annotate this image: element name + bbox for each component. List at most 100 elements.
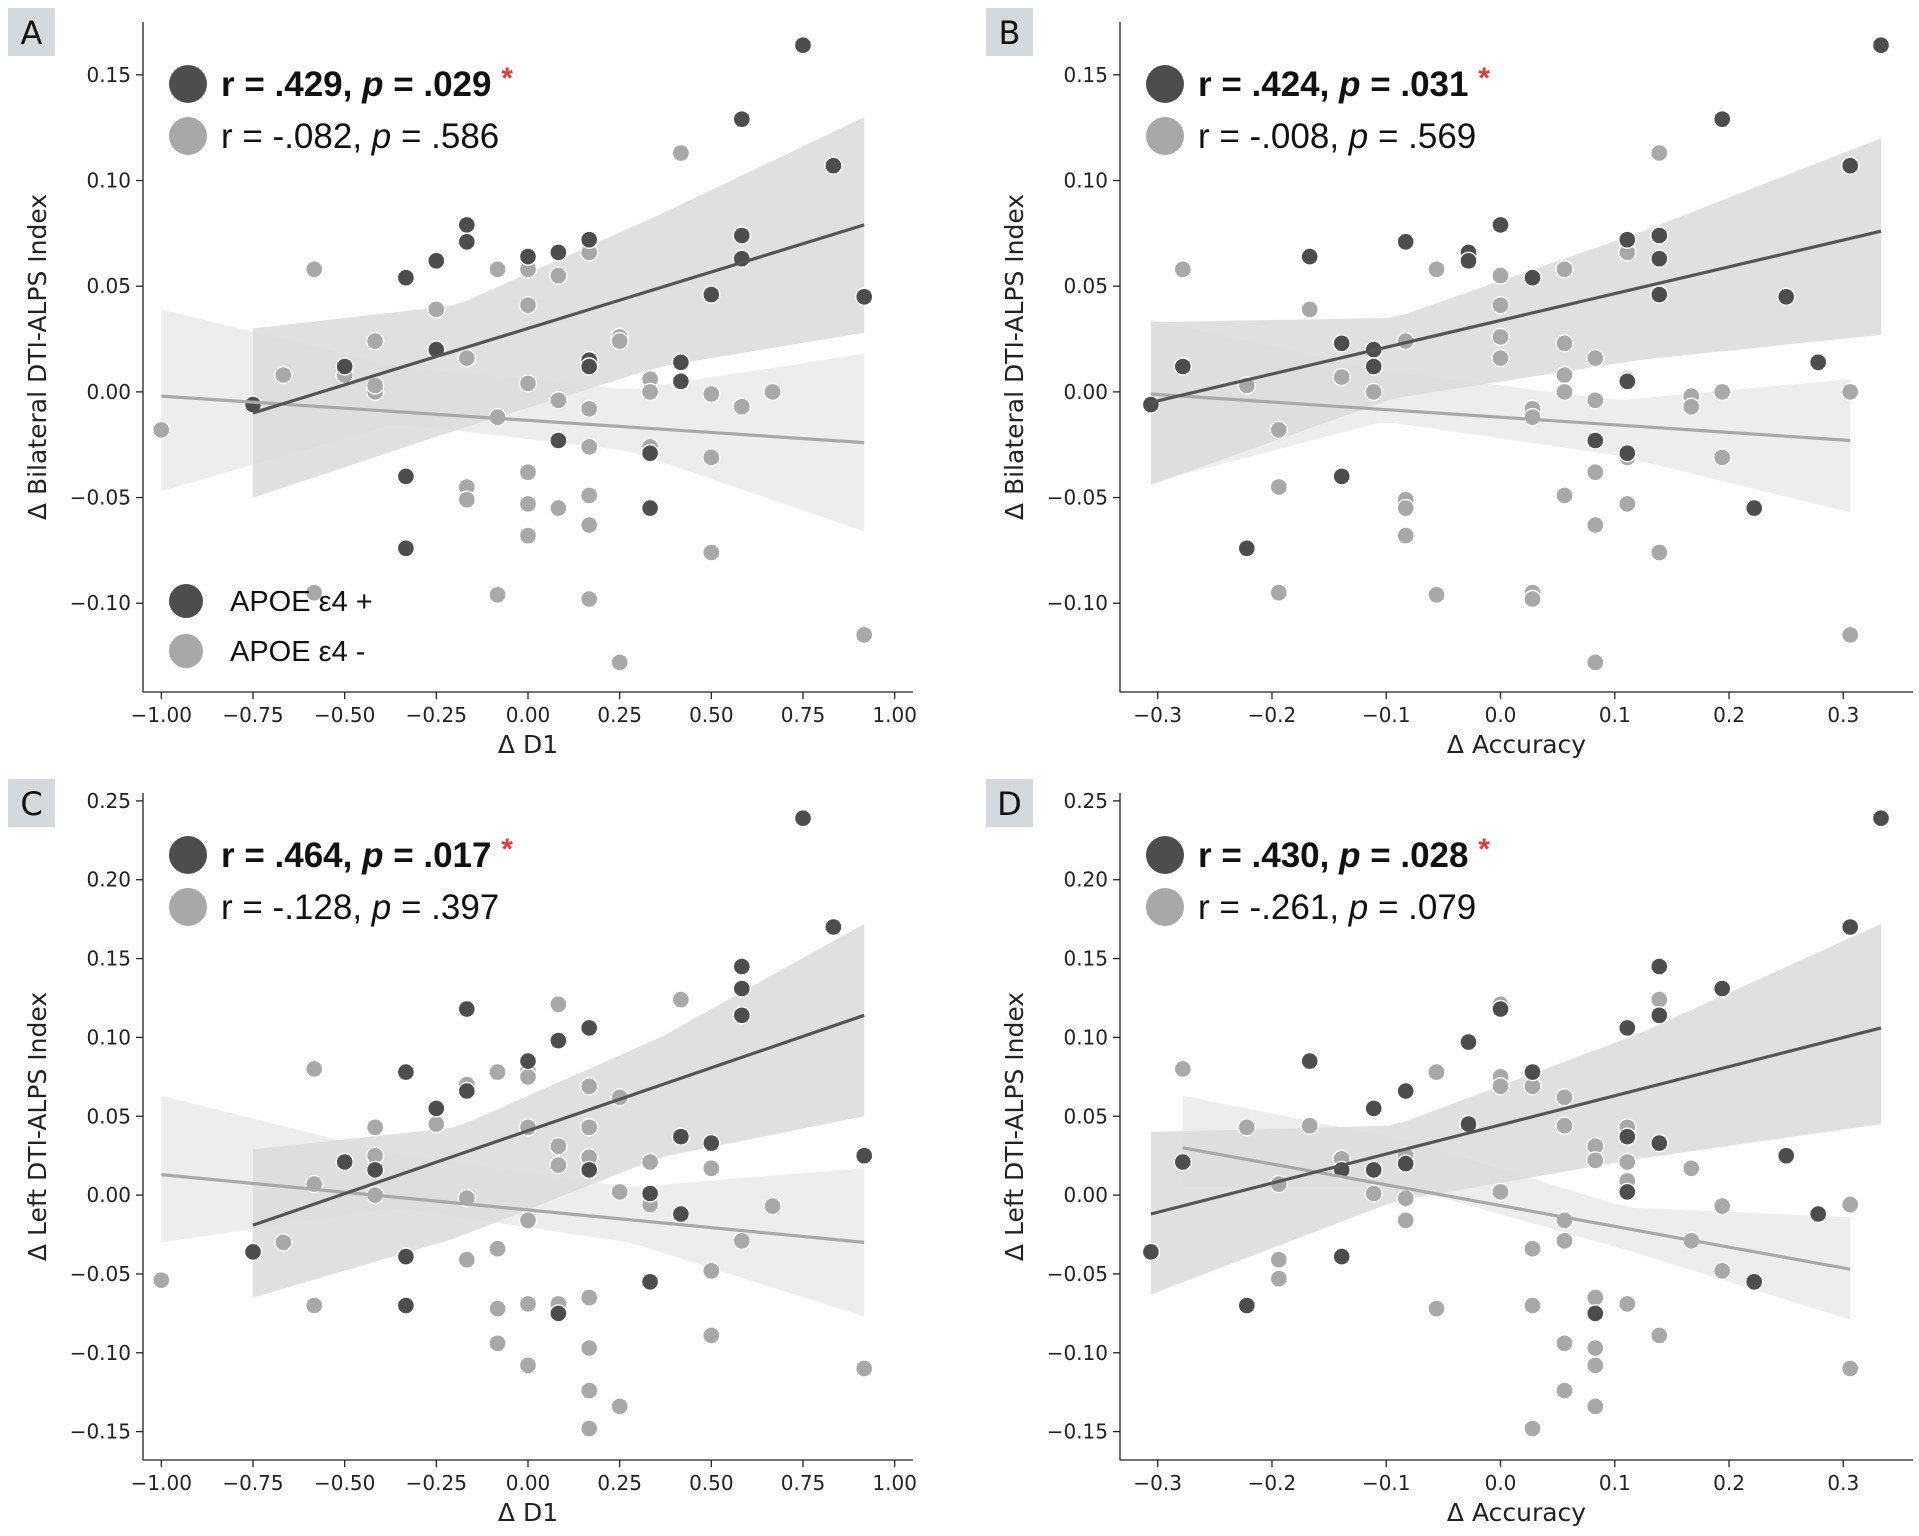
scatter-point-apoe-pos: [580, 1018, 599, 1038]
significance-star: *: [501, 833, 513, 866]
scatter-point-apoe-neg: [1269, 420, 1289, 440]
scatter-point-apoe-neg: [732, 1231, 751, 1251]
scatter-point-apoe-neg: [1555, 486, 1574, 505]
stat-p-label: p: [371, 117, 391, 156]
scatter-point-apoe-neg: [1586, 1356, 1605, 1375]
panel-letter-box: [8, 779, 55, 827]
scatter-point-apoe-neg: [549, 1136, 568, 1156]
scatter-point-apoe-pos: [549, 1031, 568, 1050]
stat-text-apoe-neg: r = -.261, p = .079: [1198, 888, 1476, 927]
y-tick-label: 0.20: [1063, 868, 1108, 892]
scatter-point-apoe-neg: [305, 583, 324, 602]
scatter-point-apoe-pos: [1808, 353, 1828, 372]
scatter-point-apoe-neg: [1396, 1211, 1415, 1230]
scatter-point-apoe-neg: [1523, 1239, 1542, 1258]
scatter-point-apoe-neg: [580, 486, 599, 505]
scatter-point-apoe-pos: [1332, 334, 1351, 353]
stat-marker-apoe-pos: [1146, 836, 1184, 874]
scatter-point-apoe-pos: [1586, 1304, 1605, 1323]
scatter-point-apoe-pos: [396, 1062, 416, 1082]
x-tick-label: 1.00: [872, 1471, 917, 1495]
scatter-point-apoe-neg: [1491, 296, 1510, 315]
scatter-point-apoe-pos: [1744, 498, 1764, 518]
scatter-point-apoe-neg: [305, 1296, 324, 1315]
scatter-point-apoe-pos: [518, 1051, 538, 1071]
x-tick-label: 0.75: [781, 1471, 826, 1495]
scatter-point-apoe-pos: [549, 243, 568, 262]
y-axis-label: Δ Left DTI-ALPS Index: [1000, 992, 1029, 1261]
scatter-point-apoe-neg: [702, 448, 721, 467]
y-tick-label: 0.00: [1063, 380, 1108, 404]
scatter-point-apoe-neg: [1332, 367, 1351, 387]
scatter-point-apoe-neg: [1712, 1196, 1732, 1216]
scatter-point-apoe-pos: [427, 251, 446, 270]
stat-text-apoe-pos: r = .429, p = .029 *: [221, 62, 513, 104]
x-tick-label: 0.00: [506, 703, 551, 727]
scatter-point-apoe-neg: [1555, 1231, 1574, 1251]
scatter-point-apoe-neg: [1396, 526, 1415, 545]
scatter-point-apoe-neg: [1840, 625, 1860, 645]
stat-marker-apoe-neg: [1146, 888, 1184, 926]
scatter-point-apoe-neg: [1427, 1299, 1446, 1318]
scatter-point-apoe-neg: [488, 260, 507, 279]
stat-p-value: = .029: [383, 65, 501, 104]
scatter-point-apoe-neg: [457, 348, 476, 368]
x-axis-label: Δ D1: [498, 1498, 558, 1527]
scatter-point-apoe-pos: [1712, 979, 1732, 998]
panel-letter-box: [986, 779, 1033, 827]
scatter-point-apoe-pos: [824, 156, 843, 175]
stat-marker-apoe-pos: [1146, 65, 1184, 103]
significance-star: *: [1478, 833, 1490, 866]
scatter-point-apoe-pos: [580, 357, 599, 376]
stat-marker-apoe-pos: [169, 65, 207, 103]
scatter-point-apoe-pos: [457, 215, 476, 235]
scatter-point-apoe-pos: [1237, 1296, 1257, 1315]
y-axis-label: Δ Left DTI-ALPS Index: [23, 992, 52, 1261]
scatter-point-apoe-neg: [580, 1419, 599, 1438]
scatter-point-apoe-neg: [1555, 334, 1574, 353]
scatter-point-apoe-neg: [1173, 260, 1193, 279]
scatter-point-apoe-neg: [1618, 1152, 1637, 1172]
scatter-point-apoe-neg: [518, 1294, 538, 1314]
confidence-band-apoe-pos: [1150, 138, 1881, 485]
scatter-point-apoe-neg: [1555, 382, 1574, 402]
scatter-point-apoe-neg: [365, 376, 385, 395]
stat-marker-apoe-pos: [169, 836, 207, 874]
x-tick-label: −0.25: [406, 703, 467, 727]
scatter-point-apoe-neg: [1586, 463, 1605, 482]
y-tick-label: 0.10: [1063, 1025, 1108, 1049]
scatter-point-apoe-neg: [1840, 382, 1860, 402]
panel-letter: B: [999, 14, 1021, 52]
scatter-point-apoe-neg: [1269, 1250, 1289, 1269]
panel-a: −1.00 −0.75 −0.50 −0.25 0.00 0.25 0.50 0.75 1.00…: [8, 8, 917, 759]
scatter-point-apoe-neg: [1555, 365, 1574, 385]
scatter-point-apoe-pos: [1459, 251, 1478, 270]
stat-r: r = -.128,: [221, 888, 372, 927]
scatter-point-apoe-pos: [1396, 1154, 1415, 1173]
scatter-point-apoe-pos: [793, 36, 813, 55]
stat-r: r = -.008,: [1198, 117, 1349, 156]
y-axis-label: Δ Bilateral DTI-ALPS Index: [23, 194, 52, 520]
scatter-point-apoe-neg: [152, 1270, 171, 1290]
scatter-point-apoe-pos: [732, 226, 751, 245]
stat-text-apoe-neg: r = -.008, p = .569: [1198, 117, 1476, 156]
y-tick-label: 0.15: [86, 63, 131, 87]
scatter-point-apoe-pos: [1364, 1099, 1383, 1118]
scatter-point-apoe-neg: [580, 1338, 599, 1358]
scatter-point-apoe-pos: [1491, 999, 1510, 1019]
scatter-point-apoe-pos: [732, 979, 751, 998]
scatter-point-apoe-neg: [305, 1059, 324, 1079]
scatter-point-apoe-neg: [305, 260, 324, 279]
x-tick-label: −0.25: [406, 1471, 467, 1495]
x-tick-label: −0.2: [1248, 1471, 1297, 1495]
scatter-point-apoe-neg: [274, 1233, 293, 1252]
scatter-point-apoe-pos: [671, 1204, 691, 1224]
scatter-point-apoe-neg: [518, 494, 538, 514]
scatter-point-apoe-pos: [1840, 917, 1860, 937]
scatter-point-apoe-neg: [1586, 1288, 1605, 1307]
scatter-point-apoe-neg: [549, 1155, 568, 1175]
scatter-point-apoe-neg: [365, 331, 385, 351]
y-tick-label: 0.10: [86, 1025, 131, 1049]
y-tick-label: 0.15: [86, 947, 131, 971]
scatter-point-apoe-pos: [1491, 215, 1510, 235]
